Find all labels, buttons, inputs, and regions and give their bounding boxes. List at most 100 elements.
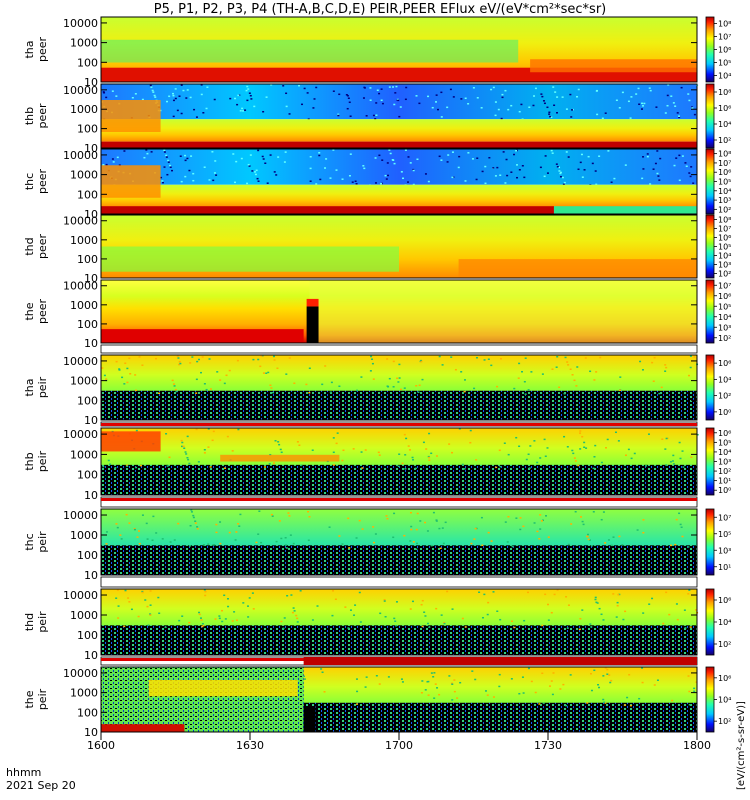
- y-tick-label: 10000: [63, 215, 98, 228]
- panel-instrument-label: peer: [36, 234, 49, 260]
- panel-frame: [100, 354, 698, 421]
- y-tick-label: 100: [77, 469, 98, 482]
- y-tick-label: 1000: [70, 37, 98, 50]
- colorbar-tick-label: 10⁴: [718, 448, 731, 457]
- spectrogram-fill: [101, 509, 697, 575]
- colorbar-tick-label: 10²: [718, 717, 731, 726]
- colorbar-tick-label: 10⁴: [718, 375, 731, 384]
- panel-frame: [100, 83, 698, 149]
- y-tick-label: 10000: [63, 509, 98, 522]
- colorbar-tick-label: 10²: [718, 392, 731, 401]
- colorbar-tick-label: 10⁷: [718, 513, 731, 522]
- panel-instrument-label: peir: [36, 531, 49, 553]
- colorbar-unit-label: [eV/(cm²-s-sr-eV)]: [736, 701, 747, 790]
- spectrogram-fill: [101, 280, 697, 343]
- y-tick-label: 100: [77, 123, 98, 136]
- panel-frame: [100, 588, 698, 656]
- colorbar: [705, 508, 715, 576]
- colorbar: [705, 279, 715, 344]
- colorbar-tick-label: 10³: [718, 261, 731, 270]
- colorbar-tick-label: 10²: [718, 640, 731, 649]
- panel-probe-label: the: [23, 690, 36, 708]
- panel-probe-label: tha: [23, 378, 36, 396]
- panel-frame: [100, 427, 698, 496]
- gap-bar: [100, 576, 698, 588]
- spectrogram-fill: [101, 149, 697, 214]
- gap-bar: [100, 344, 698, 354]
- gap-bar-fill: [303, 657, 697, 665]
- y-tick-label: 100: [77, 188, 98, 201]
- y-tick-label: 10000: [63, 428, 98, 441]
- panel-frame: [100, 148, 698, 215]
- spectrogram-fill: [101, 17, 697, 82]
- colorbar-tick-label: 10⁸: [718, 216, 731, 225]
- colorbar-tick-label: 10⁰: [718, 408, 731, 417]
- y-tick-label: 100: [77, 706, 98, 719]
- y-tick-label: 10: [84, 142, 98, 155]
- panel-frame: [100, 16, 698, 83]
- colorbar-tick-label: 10⁴: [718, 72, 731, 81]
- colorbar-tick-label: 10²: [718, 205, 731, 214]
- x-tick-label: 1800: [683, 739, 711, 752]
- panel-instrument-label: peir: [36, 611, 49, 633]
- colorbar-tick-label: 10⁵: [718, 59, 731, 68]
- y-tick-label: 10000: [63, 589, 98, 602]
- y-tick-label: 10: [84, 272, 98, 285]
- y-tick-label: 100: [77, 549, 98, 562]
- colorbar-tick-label: 10²: [718, 270, 731, 279]
- y-tick-label: 100: [77, 629, 98, 642]
- panel-probe-label: thc: [23, 173, 36, 190]
- y-tick-label: 100: [77, 394, 98, 407]
- x-tick-label: 1630: [236, 739, 264, 752]
- panel-instrument-label: peir: [36, 376, 49, 398]
- colorbar-tick-label: 10¹: [718, 563, 731, 572]
- panel-probe-label: thc: [23, 533, 36, 550]
- colorbar: [705, 16, 715, 83]
- y-tick-label: 10: [84, 76, 98, 89]
- colorbar-tick-label: 10⁶: [718, 104, 731, 113]
- y-tick-label: 10: [84, 414, 98, 427]
- y-tick-label: 1000: [70, 299, 98, 312]
- chart-title: P5, P1, P2, P3, P4 (TH-A,B,C,D,E) PEIR,P…: [154, 2, 607, 17]
- colorbar-tick-label: 10⁴: [718, 187, 731, 196]
- footer-hhmm: hhmm: [6, 766, 41, 779]
- colorbar-tick-label: 10³: [718, 546, 731, 555]
- colorbar-tick-label: 10³: [718, 196, 731, 205]
- colorbar: [705, 666, 715, 733]
- spectrogram-fill: [101, 355, 699, 420]
- y-tick-label: 1000: [70, 103, 98, 116]
- y-tick-label: 1000: [70, 529, 98, 542]
- colorbar-tick-label: 10⁶: [718, 234, 731, 243]
- y-tick-label: 100: [77, 56, 98, 69]
- x-tick-label: 1730: [534, 739, 562, 752]
- spectrogram-fill: [101, 428, 699, 495]
- y-tick-label: 10: [84, 208, 98, 221]
- panel-frame: [100, 214, 698, 279]
- colorbar: [705, 427, 715, 496]
- y-tick-label: 10: [84, 726, 98, 739]
- spectrogram-fill: [101, 215, 697, 278]
- x-tick-label: 1600: [87, 739, 115, 752]
- colorbar-tick-label: 10⁶: [718, 596, 731, 605]
- colorbar: [705, 354, 715, 421]
- y-tick-label: 1000: [70, 609, 98, 622]
- colorbar-tick-label: 10⁵: [718, 302, 731, 311]
- panel-probe-label: tha: [23, 40, 36, 58]
- colorbar-tick-label: 10⁷: [718, 281, 731, 290]
- colorbar-tick-label: 10⁶: [718, 359, 731, 368]
- colorbar: [705, 148, 715, 215]
- panel-instrument-label: peir: [36, 450, 49, 472]
- y-tick-label: 10000: [63, 667, 98, 680]
- y-tick-label: 1000: [70, 448, 98, 461]
- colorbar-tick-label: 10⁷: [718, 225, 731, 234]
- y-tick-label: 1000: [70, 234, 98, 247]
- panel-instrument-label: peer: [36, 169, 49, 195]
- gap-bar-fill: [101, 498, 697, 501]
- colorbar-tick-label: 10⁸: [718, 88, 731, 97]
- colorbar-tick-label: 10⁶: [718, 168, 731, 177]
- y-tick-label: 10000: [63, 355, 98, 368]
- y-tick-label: 10000: [63, 149, 98, 162]
- colorbar-tick-label: 10⁴: [718, 618, 731, 627]
- colorbar-tick-label: 10³: [718, 323, 731, 332]
